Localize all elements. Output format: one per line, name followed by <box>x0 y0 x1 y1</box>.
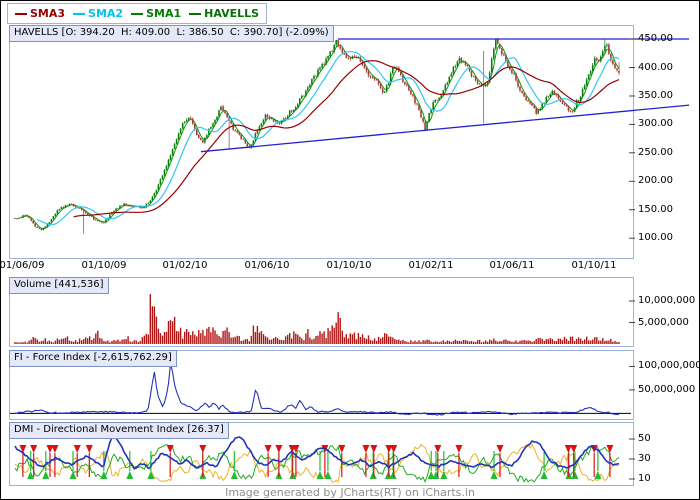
sma1-line-swatch-icon <box>131 12 144 15</box>
legend-label-sma3: SMA3 <box>30 7 66 20</box>
price-axis-label: 150.00 <box>638 203 673 215</box>
legend-item-sma2: SMA2 <box>73 7 123 20</box>
legend-item-sma3: SMA3 <box>15 7 65 20</box>
force-index-label: FI - Force Index [-2,615,762.29] <box>9 350 177 367</box>
fi-axis-label: 100,000,000 <box>638 360 700 372</box>
dmi-axis-label: 30 <box>638 453 651 464</box>
date-axis-label: 01/06/11 <box>489 260 535 271</box>
price-axis-label: 250.00 <box>638 146 673 158</box>
sma2-line-swatch-icon <box>73 12 86 15</box>
volume-axis-label: 10,000,000 <box>638 295 696 306</box>
price-panel <box>9 25 634 259</box>
dmi-axis-label: 50 <box>638 433 651 444</box>
price-axis-label: 200.00 <box>638 175 673 187</box>
price-axis-label: 300.00 <box>638 118 673 130</box>
price-axis-label: 450.00 <box>638 33 673 44</box>
volume-axis-label: 5,000,000 <box>638 316 689 328</box>
fi-axis-label: 50,000,000 <box>638 383 696 395</box>
trendline <box>200 104 690 153</box>
date-axis-label: 01/10/11 <box>571 260 617 271</box>
dmi-axis-label: 10 <box>638 473 651 484</box>
legend-label-havells: HAVELLS <box>204 7 260 20</box>
legend-label-sma1: SMA1 <box>146 7 182 20</box>
force-index-series <box>14 363 620 417</box>
volume-series <box>14 294 620 344</box>
legend-item-havells: HAVELLS <box>189 7 259 20</box>
sma3-line-swatch-icon <box>15 12 27 15</box>
price-ohlc-label: HAVELLS [O: 394.20 H: 409.00 L: 386.50 C… <box>9 25 334 42</box>
date-axis-label: 01/06/10 <box>244 260 290 271</box>
havells-line-swatch-icon <box>189 12 202 15</box>
dmi-label: DMI - Directional Movement Index [26.37] <box>9 422 229 439</box>
legend-label-sma2: SMA2 <box>88 7 124 20</box>
date-axis-label: 01/10/09 <box>81 260 127 271</box>
date-axis-label: 01/02/10 <box>162 260 208 271</box>
date-axis-label: 01/10/10 <box>326 260 372 271</box>
price-series <box>14 37 620 234</box>
volume-label: Volume [441,536] <box>9 277 109 294</box>
price-axis-label: 100.00 <box>638 232 673 244</box>
dmi-series <box>14 434 620 483</box>
date-axis-label: 01/06/09 <box>0 260 45 271</box>
price-axis-label: 350.00 <box>638 90 673 101</box>
legend-item-sma1: SMA1 <box>131 7 181 20</box>
date-axis-label: 01/02/11 <box>408 260 454 271</box>
legend: SMA3 SMA2 SMA1 HAVELLS <box>7 3 268 24</box>
watermark-text: Image generated by JCharts(RT) on iChart… <box>225 486 475 499</box>
price-axis-label: 400.00 <box>638 61 673 73</box>
